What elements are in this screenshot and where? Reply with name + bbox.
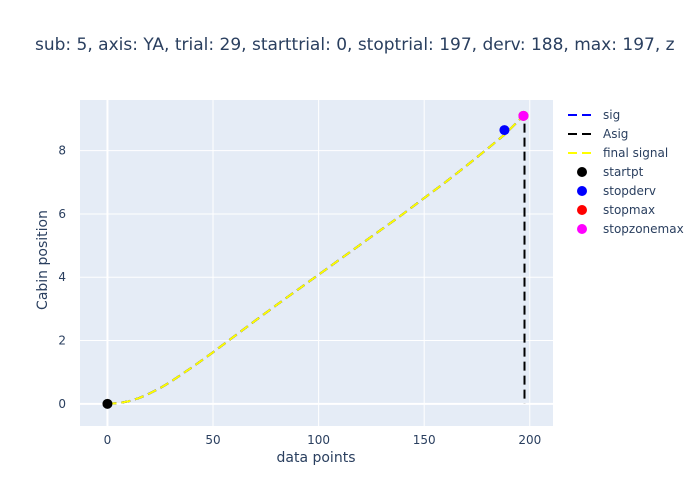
chart-title: sub: 5, axis: YA, trial: 29, starttrial:… xyxy=(35,35,675,55)
plot-area xyxy=(80,100,553,426)
x-tick-labels: 0 50 100 150 200 xyxy=(104,433,542,447)
y-tick-label: 0 xyxy=(58,397,66,411)
x-tick-label: 150 xyxy=(413,433,436,447)
x-axis-label: data points xyxy=(277,450,356,466)
legend-swatch xyxy=(577,186,587,196)
point-stopzonemax xyxy=(518,110,529,121)
legend-swatch xyxy=(577,167,587,177)
x-tick-label: 0 xyxy=(104,433,112,447)
legend-item-stopzonemax[interactable]: stopzonemax xyxy=(577,222,684,236)
legend-label: Asig xyxy=(603,127,628,141)
legend[interactable]: sig Asig final signal startpt stopderv stopma… xyxy=(568,108,684,236)
y-gridlines xyxy=(80,150,553,405)
legend-label: startpt xyxy=(603,165,644,179)
legend-swatch xyxy=(577,205,587,215)
series-line-final-signal xyxy=(107,115,525,405)
point-startpt xyxy=(102,398,113,409)
legend-item-sig[interactable]: sig xyxy=(568,108,620,122)
legend-label: sig xyxy=(603,108,620,122)
legend-item-stopderv[interactable]: stopderv xyxy=(577,184,656,198)
marker-layer xyxy=(102,110,529,409)
x-gridlines xyxy=(106,100,531,426)
legend-swatch xyxy=(577,224,587,234)
legend-item-final-signal[interactable]: final signal xyxy=(568,146,668,160)
legend-label: stopderv xyxy=(603,184,656,198)
x-tick-label: 100 xyxy=(307,433,330,447)
legend-label: stopzonemax xyxy=(603,222,684,236)
y-axis-label: Cabin position xyxy=(35,210,51,310)
x-tick-label: 50 xyxy=(205,433,220,447)
legend-label: stopmax xyxy=(603,203,655,217)
series-layer xyxy=(107,113,526,405)
legend-label: final signal xyxy=(603,146,668,160)
legend-item-asig[interactable]: Asig xyxy=(568,127,628,141)
legend-item-stopmax[interactable]: stopmax xyxy=(577,203,655,217)
point-stopderv xyxy=(499,125,510,136)
y-tick-label: 8 xyxy=(58,144,66,158)
x-tick-label: 200 xyxy=(518,433,541,447)
legend-item-startpt[interactable]: startpt xyxy=(577,165,644,179)
y-tick-labels: 0 2 4 6 8 xyxy=(58,144,66,411)
y-tick-label: 4 xyxy=(58,270,66,284)
y-tick-label: 2 xyxy=(58,334,66,348)
y-tick-label: 6 xyxy=(58,207,66,221)
